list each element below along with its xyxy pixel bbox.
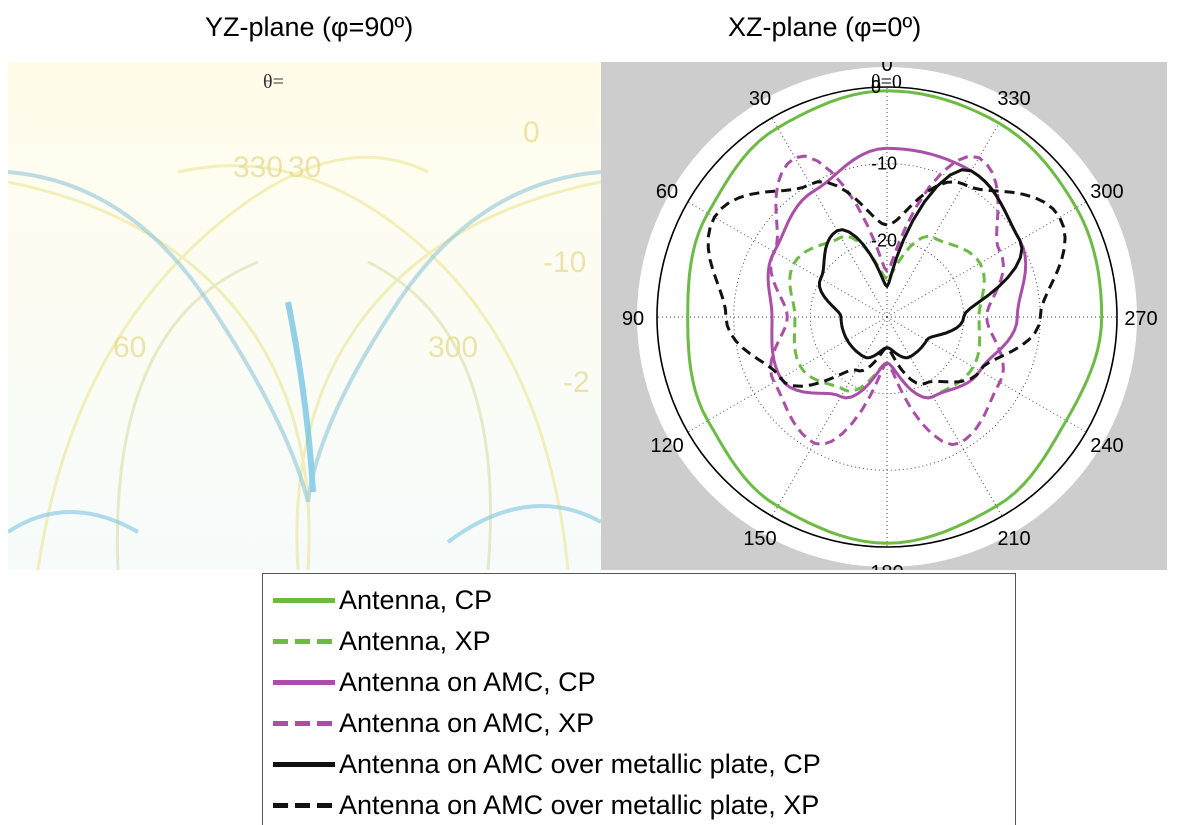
polar-angle-label: 180 bbox=[870, 562, 903, 570]
faded-tick-label: 0 bbox=[523, 116, 540, 149]
polar-angle-label: 300 bbox=[1090, 181, 1123, 203]
left-panel-title: YZ-plane (φ=90º) bbox=[205, 12, 413, 43]
legend-item: Antenna on AMC, XP bbox=[273, 705, 594, 741]
legend-label: Antenna, XP bbox=[339, 626, 491, 657]
polar-chart-svg: 03060901201501802102402703003300-10-20 θ… bbox=[601, 62, 1167, 570]
legend-label: Antenna on AMC over metallic plate, CP bbox=[339, 749, 821, 780]
polar-radial-label: -20 bbox=[871, 230, 897, 250]
faded-curve bbox=[38, 157, 428, 570]
legend-item: Antenna, XP bbox=[273, 623, 491, 659]
left-theta-label: θ= bbox=[263, 71, 284, 93]
faded-tick-label: -10 bbox=[543, 246, 586, 279]
faded-tick-label: 330 bbox=[233, 151, 283, 184]
legend-swatch bbox=[273, 762, 335, 767]
polar-angle-label: 60 bbox=[656, 181, 678, 203]
legend-swatch bbox=[273, 639, 335, 644]
legend-item: Antenna on AMC, CP bbox=[273, 664, 596, 700]
faded-blue-curve bbox=[288, 302, 313, 492]
polar-radial-label: -10 bbox=[871, 154, 897, 174]
legend-item: Antenna, CP bbox=[273, 582, 492, 618]
polar-angle-label: 330 bbox=[997, 88, 1030, 110]
chart-legend: Antenna, CP Antenna, XP Antenna on AMC, CP… bbox=[262, 573, 1016, 825]
polar-angle-label: 90 bbox=[622, 308, 644, 330]
right-panel-title: XZ-plane (φ=0º) bbox=[728, 12, 921, 43]
faded-blue-curve bbox=[448, 506, 601, 542]
faded-tick-label: 30 bbox=[288, 151, 321, 184]
yz-plane-faded-svg: θ= 330 30 0 60 300 -10 -2 bbox=[8, 62, 601, 570]
legend-item: Antenna on AMC over metallic plate, CP bbox=[273, 746, 821, 782]
legend-swatch bbox=[273, 803, 335, 808]
legend-swatch bbox=[273, 598, 335, 603]
faded-tick-label: -2 bbox=[563, 366, 590, 399]
faded-blue-curve bbox=[8, 172, 308, 502]
yz-plane-faded-plot: θ= 330 30 0 60 300 -10 -2 bbox=[8, 62, 601, 570]
legend-item: Antenna on AMC over metallic plate, XP bbox=[273, 787, 819, 823]
legend-swatch bbox=[273, 680, 335, 685]
polar-angle-label: 210 bbox=[997, 528, 1030, 550]
legend-label: Antenna on AMC over metallic plate, XP bbox=[339, 790, 819, 821]
legend-label: Antenna, CP bbox=[339, 585, 492, 616]
polar-theta-label: θ=0 bbox=[871, 71, 902, 93]
polar-angle-label: 30 bbox=[749, 88, 771, 110]
polar-angle-label: 150 bbox=[743, 528, 776, 550]
polar-angle-label: 120 bbox=[650, 435, 683, 457]
xz-plane-polar-chart: 03060901201501802102402703003300-10-20 θ… bbox=[601, 62, 1167, 570]
faded-tick-label: 300 bbox=[428, 331, 478, 364]
legend-swatch bbox=[273, 721, 335, 726]
legend-label: Antenna on AMC, CP bbox=[339, 667, 596, 698]
polar-angle-label: 240 bbox=[1090, 435, 1123, 457]
polar-angle-label: 270 bbox=[1124, 308, 1157, 330]
legend-label: Antenna on AMC, XP bbox=[339, 708, 594, 739]
faded-tick-label: 60 bbox=[113, 331, 146, 364]
